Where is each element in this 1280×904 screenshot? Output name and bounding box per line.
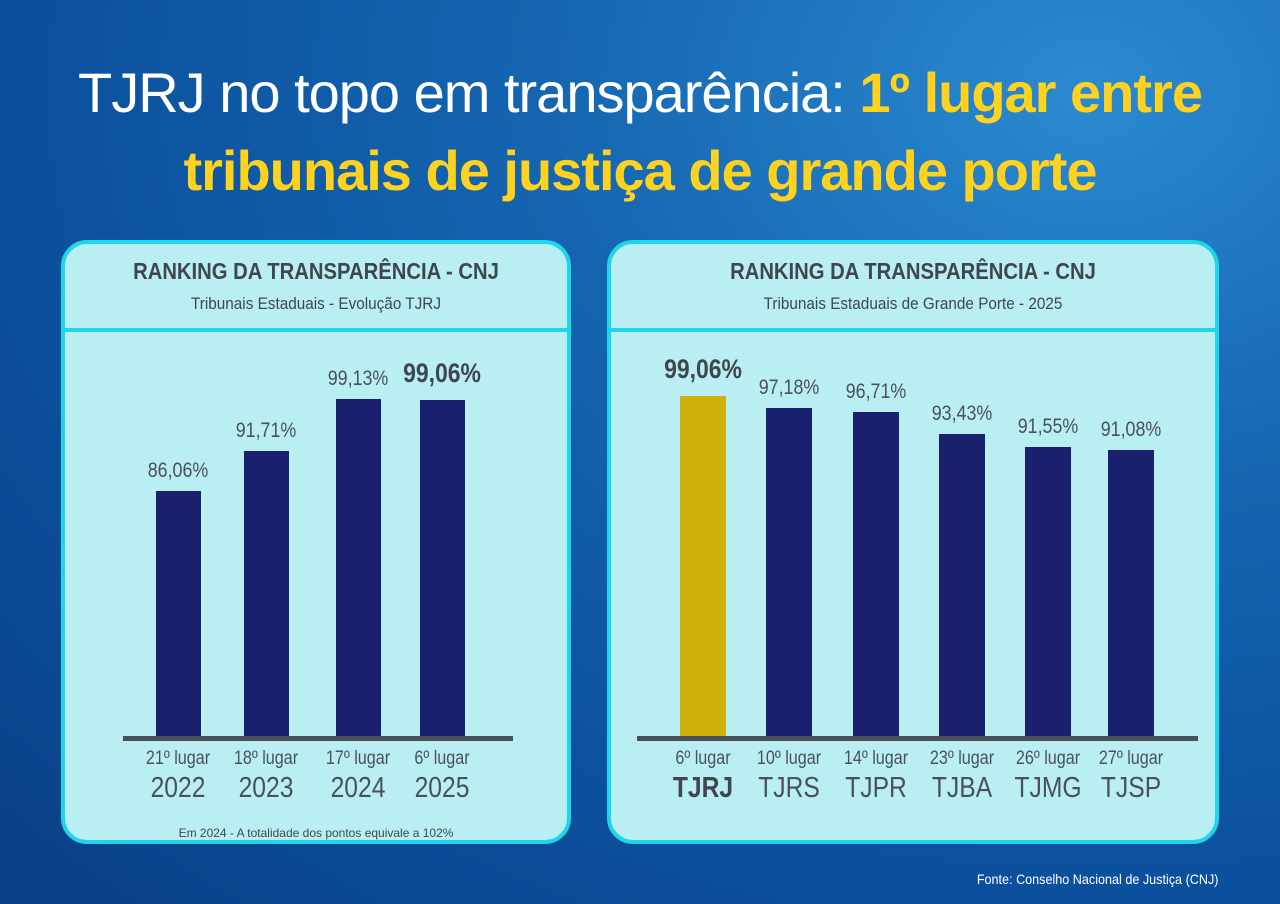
rank-label: 6º lugar bbox=[414, 748, 470, 769]
evolution-chart-panel: RANKING DA TRANSPARÊNCIA - CNJ Tribunais… bbox=[61, 240, 571, 844]
value-label: 91,55% bbox=[1017, 414, 1079, 438]
chart-title: RANKING DA TRANSPARÊNCIA - CNJ bbox=[133, 258, 499, 284]
value-label: 99,13% bbox=[327, 367, 389, 391]
rank-label: 21º lugar bbox=[145, 748, 211, 769]
value-label: 91,08% bbox=[1100, 417, 1162, 441]
rank-label: 23º lugar bbox=[929, 748, 995, 769]
chart-subtitle: Tribunais Estaduais de Grande Porte - 20… bbox=[763, 294, 1063, 313]
headline-highlight: 1º lugar entre bbox=[859, 61, 1203, 124]
headline-line-2: tribunais de justiça de grande porte bbox=[183, 139, 1097, 202]
value-label: 91,71% bbox=[235, 419, 297, 443]
category-label: TJMG bbox=[1014, 772, 1082, 804]
bar-2025 bbox=[419, 399, 465, 738]
value-label: 99,06% bbox=[664, 353, 742, 384]
category-label: 2023 bbox=[238, 772, 294, 804]
x-axis-line bbox=[123, 736, 513, 741]
source-note: Fonte: Conselho Nacional de Justiça (CNJ… bbox=[976, 871, 1218, 887]
divider bbox=[611, 328, 1215, 332]
value-label: 97,18% bbox=[758, 376, 820, 400]
rank-label: 18º lugar bbox=[233, 748, 299, 769]
category-label: 2025 bbox=[414, 772, 470, 804]
rank-label: 27º lugar bbox=[1098, 748, 1164, 769]
value-label: 96,71% bbox=[845, 379, 907, 403]
rank-label: 17º lugar bbox=[325, 748, 391, 769]
chart-title: RANKING DA TRANSPARÊNCIA - CNJ bbox=[730, 258, 1096, 284]
category-label: 2022 bbox=[150, 772, 206, 804]
bar-tjpr bbox=[853, 411, 899, 738]
bar-tjsp bbox=[1108, 449, 1154, 738]
rank-label: 26º lugar bbox=[1015, 748, 1081, 769]
value-label: 86,06% bbox=[147, 459, 209, 483]
bar-2022 bbox=[155, 491, 201, 738]
rank-label: 10º lugar bbox=[756, 748, 822, 769]
bar-tjba bbox=[939, 433, 985, 738]
divider bbox=[65, 328, 567, 332]
chart-subtitle: Tribunais Estaduais - Evolução TJRJ bbox=[190, 294, 442, 313]
chart-note: Em 2024 - A totalidade dos pontos equiva… bbox=[178, 826, 454, 840]
category-label: 2024 bbox=[330, 772, 386, 804]
category-label: TJRS bbox=[758, 772, 820, 804]
headline-plain: TJRJ no topo em transparência: bbox=[78, 61, 860, 124]
rank-label: 14º lugar bbox=[843, 748, 909, 769]
value-label: 99,06% bbox=[403, 357, 481, 388]
bar-tjmg bbox=[1025, 446, 1071, 738]
large-courts-chart-panel: RANKING DA TRANSPARÊNCIA - CNJ Tribunais… bbox=[607, 240, 1219, 844]
bar-2024 bbox=[335, 399, 381, 738]
bar-tjrs bbox=[766, 408, 812, 738]
value-label: 93,43% bbox=[931, 401, 993, 425]
category-label: TJPR bbox=[845, 772, 907, 804]
rank-label: 6º lugar bbox=[675, 748, 731, 769]
category-label: TJRJ bbox=[672, 772, 734, 804]
category-label: TJSP bbox=[1100, 772, 1162, 804]
category-label: TJBA bbox=[931, 772, 993, 804]
x-axis-line bbox=[637, 736, 1198, 741]
headline-line-1: TJRJ no topo em transparência: 1º lugar … bbox=[0, 62, 1280, 124]
bar-tjrj bbox=[680, 395, 726, 738]
bar-2023 bbox=[243, 451, 289, 738]
